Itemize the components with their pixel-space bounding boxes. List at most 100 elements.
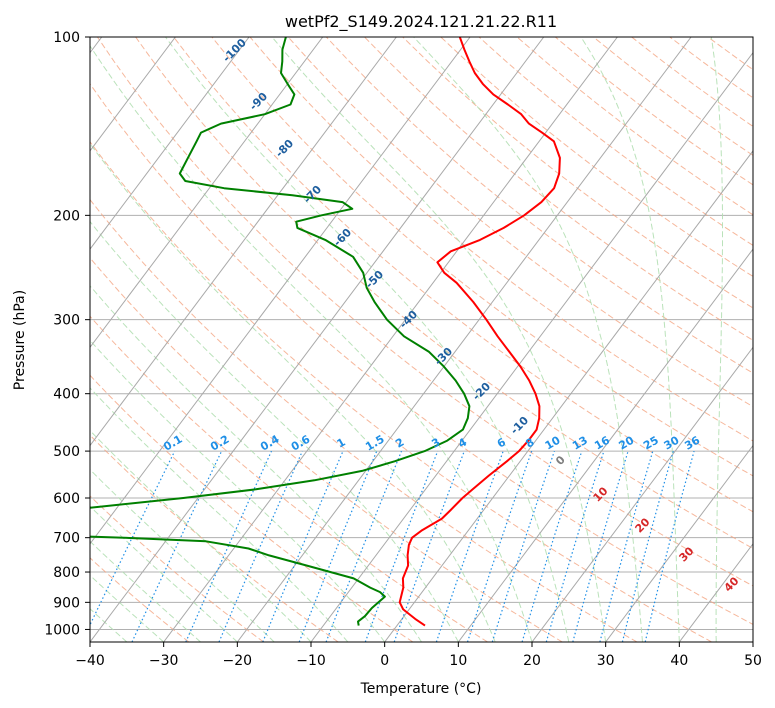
isotherm-line	[236, 37, 692, 642]
x-tick-label: −30	[149, 653, 179, 669]
isotherm-line	[457, 248, 753, 642]
dry-adiabat-line	[96, 37, 753, 587]
dry-adiabat-line	[364, 37, 753, 341]
isotherm-line	[90, 37, 471, 545]
mixing-ratio-label: 1.5	[363, 433, 386, 454]
dry-adiabat-line	[90, 198, 638, 642]
y-tick-label: 500	[53, 444, 80, 460]
y-tick-label: 400	[53, 387, 80, 403]
isotherm-line	[90, 37, 397, 447]
moist-adiabat-line	[0, 158, 53, 642]
isotherm-line	[90, 37, 250, 250]
isotherms	[90, 37, 753, 642]
x-tick-label: 0	[380, 653, 389, 669]
y-axis-ticks: 1000 900 800 700 600 500 400 300 200 100	[44, 30, 90, 638]
mixing-ratio-line	[521, 450, 583, 642]
y-axis-label: Pressure (hPa)	[12, 290, 28, 390]
isotherm-line	[384, 150, 753, 642]
plot-area: 0.1 0.2 0.4 0.6 1 1.5 2 3 4 6 8 10 13 16 20 25 30 36-100-…	[0, 36, 753, 643]
mixing-ratio-label: 0.1	[161, 433, 184, 454]
dry-adiabat-line	[90, 140, 712, 642]
dry-adiabat-label: -100	[220, 36, 249, 65]
dry-adiabat-line	[402, 37, 753, 309]
dry-adiabat-line	[287, 37, 753, 408]
mixing-ratio-line	[262, 450, 344, 642]
dry-adiabat-label: -80	[273, 137, 296, 160]
mixing-ratio-line	[185, 450, 273, 642]
moist-adiabat-line	[90, 44, 533, 642]
dry-adiabat-line	[325, 37, 753, 374]
moist-adiabat-line	[90, 468, 275, 642]
mixing-ratio-line	[466, 450, 533, 642]
moist-adiabat-line	[90, 387, 349, 642]
moist-adiabat-line	[90, 220, 459, 642]
x-axis-ticks: −40 −30 −20 −10 0 10 20 30 40 50	[75, 642, 762, 669]
dry-adiabats	[90, 37, 753, 642]
isotherm-line	[605, 444, 753, 642]
moist-adiabat-label: 40	[722, 574, 742, 594]
mixing-ratio-line	[491, 450, 555, 642]
mixing-ratio-label: 0.6	[289, 432, 313, 453]
mixing-ratio-label: 0.2	[208, 433, 231, 454]
moist-adiabat-line	[90, 429, 312, 642]
mixing-ratio-line	[298, 450, 378, 642]
x-tick-label: 50	[744, 653, 762, 669]
dry-adiabat-line	[211, 37, 753, 477]
dry-adiabat-label: -10	[508, 414, 531, 437]
moist-adiabat-label: 20	[633, 515, 653, 535]
y-tick-label: 100	[53, 30, 80, 46]
moist-adiabat-line	[710, 37, 723, 642]
dry-adiabat-line	[440, 37, 753, 278]
isotherm-line	[90, 37, 545, 642]
x-tick-label: 40	[670, 653, 688, 669]
reference-line-labels: 0.1 0.2 0.4 0.6 1 1.5 2 3 4 6 8 10 13 16 20 25 30 36-100-…	[161, 36, 742, 595]
dry-adiabat-line	[90, 374, 414, 642]
dry-adiabat-line	[554, 37, 753, 186]
dry-adiabat-line	[135, 37, 753, 550]
moist-adiabat-label: 0	[553, 453, 568, 468]
isotherm-line	[310, 51, 753, 642]
mixing-ratio-line	[393, 450, 465, 642]
mixing-ratio-label: 4	[456, 435, 469, 450]
moist-adiabat-line	[413, 37, 643, 642]
dry-adiabat-line	[90, 257, 563, 642]
mixing-ratio-label: 10	[543, 433, 563, 452]
dry-adiabat-line	[90, 315, 488, 642]
chart-title: wetPf2_S149.2024.121.21.22.R11	[285, 12, 557, 32]
y-tick-label: 600	[53, 491, 80, 507]
moist-adiabat-line	[90, 540, 201, 642]
mixing-ratio-line	[621, 450, 674, 642]
dewpoint-profile-line	[90, 37, 471, 626]
dry-adiabat-label: -90	[247, 90, 270, 113]
mixing-ratio-label: 16	[592, 433, 612, 452]
moist-adiabat-line	[90, 339, 386, 642]
isotherm-line	[90, 37, 176, 152]
mixing-ratio-line	[599, 450, 654, 642]
mixing-ratio-label: 20	[616, 433, 636, 452]
dry-adiabat-line	[90, 434, 339, 642]
dry-adiabat-line	[90, 83, 753, 625]
x-tick-label: 10	[449, 653, 467, 669]
mixing-ratio-line	[364, 450, 439, 642]
isotherm-line	[752, 641, 753, 642]
pressure-gridlines	[90, 37, 753, 630]
mixing-ratio-label: 36	[682, 433, 702, 452]
moist-adiabat-line	[90, 142, 496, 642]
x-tick-label: 20	[523, 653, 541, 669]
x-axis-label: Temperature (°C)	[360, 681, 482, 697]
y-tick-label: 900	[53, 595, 80, 611]
dry-adiabat-line	[90, 557, 190, 642]
moist-adiabat-label: 30	[677, 544, 697, 564]
moist-adiabat-line	[0, 177, 16, 643]
moist-adiabat-line	[165, 37, 570, 642]
y-tick-label: 300	[53, 313, 80, 329]
isotherm-line	[90, 37, 324, 349]
x-tick-label: 30	[597, 653, 615, 669]
mixing-ratio-line	[572, 450, 629, 642]
mixing-ratio-line	[325, 450, 403, 642]
x-tick-label: −20	[223, 653, 253, 669]
moist-adiabat-line	[580, 37, 680, 642]
sounding-series	[90, 37, 561, 627]
y-tick-label: 1000	[44, 622, 80, 638]
